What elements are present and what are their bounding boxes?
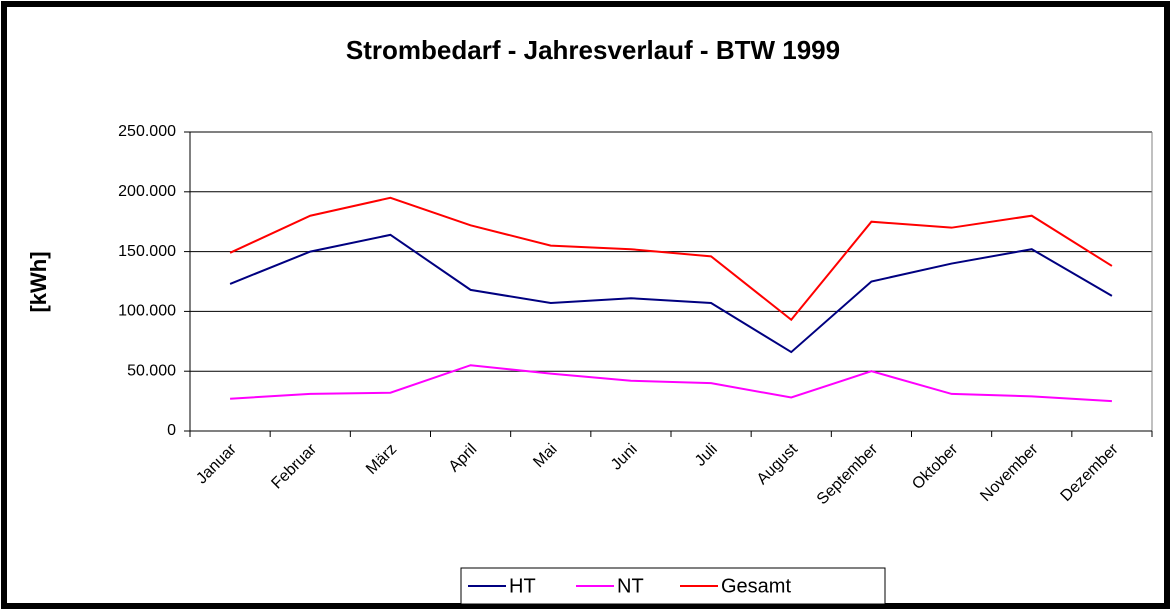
y-axis-title: [kWh] [26,251,51,312]
legend-box [460,567,886,605]
series-line [229,196,1113,322]
legend-label: NT [617,575,644,597]
series-line [229,233,1113,354]
y-tick-label: 200.000 [118,183,176,200]
legend-label: HT [509,575,536,597]
y-tick-label: 0 [167,422,176,439]
y-tick-label: 250.000 [118,123,176,140]
chart-title: Strombedarf - Jahresverlauf - BTW 1999 [346,35,840,65]
y-tick-label: 100.000 [118,303,176,320]
legend-label: Gesamt [721,575,791,597]
series-line [230,364,1112,403]
y-tick-label: 150.000 [118,243,176,260]
y-tick-label: 50.000 [127,362,176,379]
